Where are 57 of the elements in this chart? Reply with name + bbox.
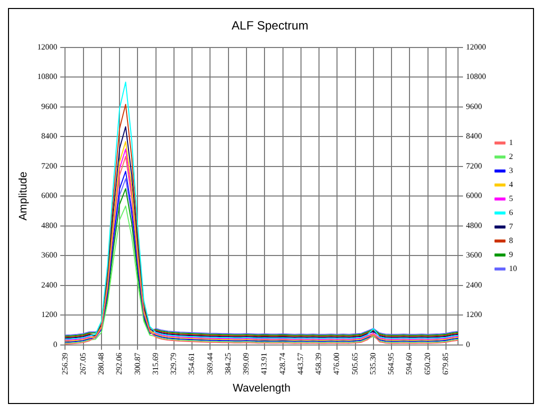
legend-label: 9: [509, 250, 513, 260]
legend-label: 4: [509, 180, 513, 190]
x-axis-title: Wavelength: [232, 382, 290, 394]
y2-tick-label: 1200: [466, 310, 482, 320]
x-tick-label: 458.39: [314, 352, 324, 375]
y2-tick-label: 6000: [466, 191, 482, 200]
x-tick-label: 256.39: [60, 352, 70, 375]
y-tick-label: 8400: [41, 132, 58, 141]
legend-label: 7: [509, 222, 513, 232]
y-tick-label: 4800: [41, 220, 58, 230]
y2-tick-label: 2400: [466, 280, 482, 290]
x-tick-label: 300.87: [132, 352, 142, 375]
x-tick-label: 564.95: [386, 352, 396, 375]
x-tick-label: 443.57: [296, 352, 305, 375]
x-tick-label: 535.30: [368, 352, 378, 375]
x-tick-label: 650.20: [422, 352, 432, 375]
x-tick-label: 354.61: [187, 352, 196, 375]
chart-title: ALF Spectrum: [232, 18, 308, 33]
x-tick-label: 679.85: [441, 352, 450, 375]
legend-label: 8: [509, 236, 513, 246]
y-tick-label: 2400: [41, 280, 58, 290]
y2-tick-label: 0: [466, 340, 470, 349]
x-tick-label: 329.79: [169, 352, 178, 375]
x-tick-label: 428.74: [278, 352, 287, 375]
legend-label: 2: [509, 152, 513, 162]
x-tick-label: 594.60: [404, 352, 414, 375]
y2-tick-label: 7200: [466, 161, 482, 170]
y-tick-label: 7200: [41, 161, 58, 170]
x-tick-label: 476.00: [332, 352, 342, 375]
x-tick-label: 280.48: [96, 352, 106, 375]
y-tick-label: 6000: [41, 191, 58, 200]
legend-label: 6: [509, 208, 513, 218]
y2-tick-label: 8400: [466, 132, 482, 141]
legend-label: 1: [509, 138, 513, 148]
y2-tick-label: 12000: [466, 42, 486, 52]
x-tick-label: 369.44: [205, 352, 214, 375]
y-tick-label: 12000: [37, 42, 58, 52]
x-tick-label: 315.69: [150, 352, 160, 375]
y-tick-label: 3600: [41, 250, 58, 260]
y-tick-label: 9600: [41, 102, 58, 111]
x-tick-label: 399.09: [242, 352, 251, 375]
y-axis-title: Amplitude: [18, 172, 30, 221]
x-tick-label: 505.65: [350, 352, 360, 375]
y-tick-label: 0: [53, 340, 58, 349]
x-tick-label: 292.06: [114, 352, 124, 375]
y-tick-label: 1200: [41, 310, 58, 320]
y2-tick-label: 3600: [466, 250, 482, 260]
y2-tick-label: 10800: [466, 72, 486, 82]
x-tick-label: 384.25: [223, 352, 232, 375]
x-tick-label: 267.05: [78, 352, 88, 375]
legend-label: 5: [509, 194, 513, 204]
y-tick-label: 10800: [37, 72, 58, 82]
y2-tick-label: 9600: [466, 102, 482, 111]
legend-label: 10: [509, 264, 517, 274]
legend-label: 3: [509, 166, 513, 176]
x-tick-label: 413.91: [260, 352, 269, 375]
y2-tick-label: 4800: [466, 220, 482, 230]
